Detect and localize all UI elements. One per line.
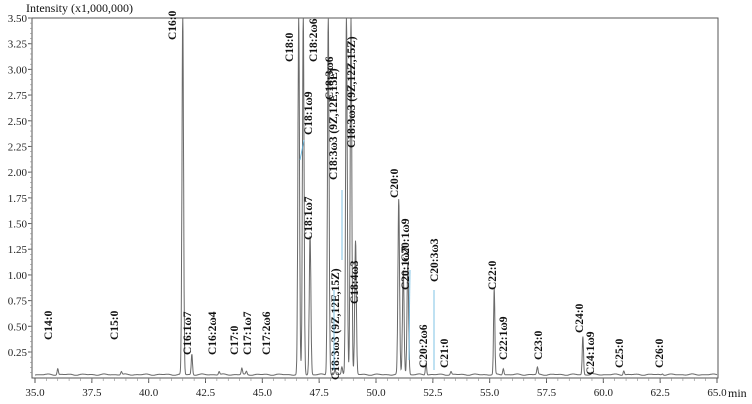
peak-label: C18:1ω7 — [303, 196, 315, 240]
y-tick-label: 3.00 — [8, 64, 28, 76]
y-tick-label: 2.25 — [8, 141, 28, 153]
y-axis-title: Intensity (x1,000,000) — [26, 1, 133, 15]
peak-label: C15:0 — [109, 310, 121, 340]
peak-label: C18:4ω3 — [349, 260, 361, 304]
y-tick-label: 0.25 — [8, 347, 28, 359]
x-tick-label: 57.5 — [537, 387, 557, 399]
peak-label: C22:0 — [487, 260, 499, 290]
peak-label: C22:1ω9 — [498, 316, 510, 360]
peak-label: C18:3ω3 (9Z,12Z,15Z) — [346, 36, 358, 148]
x-tick-label: 60.0 — [594, 387, 614, 399]
peak-label: C18:3ω3 (9Z,12E,15E) — [328, 68, 340, 180]
peak-label: C20:1ω7 — [400, 246, 412, 290]
x-tick-label: 42.5 — [196, 387, 216, 399]
peak-label: C17:0 — [229, 325, 241, 355]
y-tick-label: 2.75 — [8, 90, 28, 102]
x-tick-label: 50.0 — [366, 387, 386, 399]
y-tick-label: 2.50 — [8, 116, 28, 128]
peak-label: C26:0 — [654, 338, 666, 368]
x-tick-label: 52.5 — [423, 387, 443, 399]
x-tick-label: 35.0 — [25, 387, 45, 399]
label-leader-line — [408, 269, 411, 361]
peak-label: C14:0 — [43, 310, 55, 340]
x-tick-label: 45.0 — [253, 387, 273, 399]
x-tick-label: 47.5 — [310, 387, 330, 399]
x-tick-label: 55.0 — [480, 387, 500, 399]
x-tick-label: 37.5 — [82, 387, 102, 399]
peak-label: C16:0 — [167, 10, 179, 40]
y-tick-label: 3.25 — [8, 39, 28, 51]
peak-label: C17:1ω7 — [242, 311, 254, 355]
peak-label: C16:1ω7 — [182, 311, 194, 355]
chromatogram-trace — [35, 17, 718, 376]
peak-label: C23:0 — [533, 330, 545, 360]
peak-label: C24:0 — [574, 303, 586, 333]
y-tick-label: 1.00 — [8, 270, 28, 282]
plot-frame — [31, 17, 719, 379]
y-tick-label: 1.50 — [8, 219, 28, 231]
peak-label: C24:1ω9 — [585, 331, 597, 375]
x-tick-label: 65.0 — [707, 387, 727, 399]
y-tick-label: 0.75 — [8, 296, 28, 308]
label-leader-line — [299, 139, 305, 161]
peak-label: C20:1ω9 — [400, 218, 412, 262]
peak-label: C18:1ω9 — [303, 91, 315, 135]
peak-label: C17:2ω6 — [261, 311, 273, 355]
peak-label: C25:0 — [614, 338, 626, 368]
peak-label: C20:2ω6 — [418, 324, 430, 368]
peak-label: C21:0 — [439, 338, 451, 368]
peak-label: C20:3ω3 — [429, 238, 441, 282]
x-tick-label: 62.5 — [651, 387, 671, 399]
peak-label: C20:0 — [389, 168, 401, 198]
x-axis-unit: min — [728, 386, 747, 400]
x-tick-label: 40.0 — [139, 387, 159, 399]
y-tick-label: 1.75 — [8, 193, 28, 205]
peak-label: C18:3ω3 (9Z,12E,15Z) — [330, 268, 342, 380]
y-tick-label: 2.00 — [8, 167, 28, 179]
y-tick-label: 3.50 — [8, 13, 28, 25]
y-tick-label: 0.50 — [8, 321, 28, 333]
y-tick-label: 1.25 — [8, 244, 28, 256]
peak-label: C18:3ω6 — [324, 56, 336, 100]
peak-label: C18:2ω6 — [308, 18, 320, 62]
peak-label: C16:2ω4 — [207, 311, 219, 355]
peak-label: C18:0 — [284, 32, 296, 62]
